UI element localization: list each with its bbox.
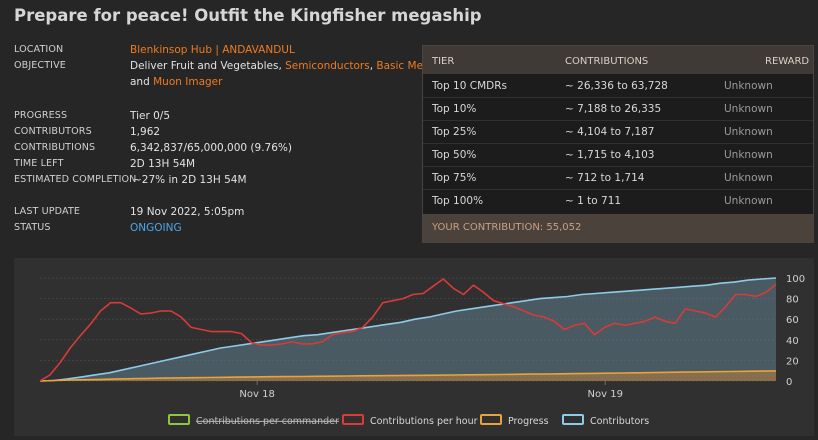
- tier-reward: Unknown: [724, 195, 773, 207]
- contributors-series-area: [40, 278, 776, 381]
- your-contribution-bar: YOUR CONTRIBUTION: 55,052: [423, 214, 813, 242]
- progress-label: PROGRESS: [14, 110, 68, 121]
- table-row: Top 100% ~ 1 to 711 Unknown: [423, 189, 813, 212]
- progress-series-line: [39, 370, 777, 382]
- tier-reward: Unknown: [724, 149, 773, 161]
- x-tick-label: Nov 18: [239, 389, 274, 400]
- objective-separator-2: ,: [369, 60, 374, 72]
- objective-and: and: [130, 76, 150, 88]
- last-update-value: 19 Nov 2022, 5:05pm: [130, 206, 245, 218]
- tier-name: Top 10 CMDRs: [432, 80, 507, 92]
- y-tick-label: 80: [786, 295, 799, 306]
- header-tier: TIER: [432, 56, 455, 67]
- location-link[interactable]: Blenkinsop Hub | ANDAVANDUL: [130, 44, 295, 56]
- last-update-label: LAST UPDATE: [14, 206, 80, 217]
- table-row: Top 50% ~ 1,715 to 4,103 Unknown: [423, 143, 813, 167]
- estimated-value: ~27% in 2D 13H 54M: [133, 174, 247, 186]
- tier-name: Top 10%: [432, 103, 477, 115]
- tier-reward: Unknown: [724, 172, 773, 184]
- objective-line-1: Deliver Fruit and Vegetables, Semiconduc…: [130, 60, 460, 72]
- contributors-series-line: [39, 277, 777, 382]
- tier-name: Top 50%: [432, 149, 477, 161]
- objective-separator-1: ,: [278, 60, 282, 72]
- table-row: Top 75% ~ 712 to 1,714 Unknown: [423, 166, 813, 190]
- table-row: Top 10 CMDRs ~ 26,336 to 63,728 Unknown: [423, 74, 813, 98]
- objective-item-fruit: Fruit and Vegetables: [170, 60, 279, 72]
- tier-contributions: ~ 7,188 to 26,335: [565, 103, 662, 115]
- legend-swatch[interactable]: [562, 414, 584, 425]
- y-tick-label: 0: [786, 377, 792, 388]
- tier-reward: Unknown: [724, 80, 773, 92]
- tier-table: TIER CONTRIBUTIONS REWARD Top 10 CMDRs ~…: [422, 45, 814, 243]
- legend-item[interactable]: Contributors: [590, 416, 649, 427]
- legend-swatch[interactable]: [168, 414, 190, 425]
- contributions-per-hour-series-line: [39, 278, 777, 382]
- legend-item[interactable]: Contributions per commander: [196, 416, 339, 427]
- header-reward: REWARD: [765, 56, 810, 67]
- time-left-value: 2D 13H 54M: [130, 158, 196, 170]
- tier-reward: Unknown: [724, 126, 773, 138]
- tier-contributions: ~ 4,104 to 7,187: [565, 126, 655, 138]
- objective-line-2: and Muon Imager: [130, 76, 222, 88]
- page-title: Prepare for peace! Outfit the Kingfisher…: [14, 6, 482, 25]
- tier-name: Top 25%: [432, 126, 477, 138]
- estimated-label: ESTIMATED COMPLETION: [14, 174, 137, 185]
- location-label: LOCATION: [14, 44, 64, 55]
- table-row: Top 10% ~ 7,188 to 26,335 Unknown: [423, 97, 813, 121]
- contributions-value: 6,342,837/65,000,000 (9.76%): [130, 142, 292, 154]
- header-contributions: CONTRIBUTIONS: [565, 56, 649, 67]
- tier-table-header: TIER CONTRIBUTIONS REWARD: [423, 46, 813, 74]
- status-label: STATUS: [14, 222, 51, 233]
- objective-item-semiconductors[interactable]: Semiconductors: [285, 60, 370, 72]
- status-value: ONGOING: [130, 222, 182, 234]
- legend-item[interactable]: Progress: [508, 416, 549, 427]
- chart-panel: 0 20 40 60 80 100 Nov 18 Nov 19 Contributions pe…: [14, 258, 814, 436]
- objective-prefix: Deliver: [130, 60, 168, 72]
- legend-item[interactable]: Contributions per hour: [370, 416, 478, 427]
- time-left-label: TIME LEFT: [14, 158, 64, 169]
- contributors-label: CONTRIBUTORS: [14, 126, 92, 137]
- your-contribution: YOUR CONTRIBUTION: 55,052: [432, 222, 582, 233]
- tier-reward: Unknown: [724, 103, 773, 115]
- tier-name: Top 100%: [432, 195, 484, 207]
- progress-value: Tier 0/5: [130, 110, 171, 122]
- chart: 0 20 40 60 80 100 Nov 18 Nov 19 Contributions pe…: [39, 274, 805, 427]
- contributions-label: CONTRIBUTIONS: [14, 142, 96, 153]
- tier-contributions: ~ 712 to 1,714: [565, 172, 645, 184]
- legend-swatch[interactable]: [480, 414, 502, 425]
- tier-name: Top 75%: [432, 172, 477, 184]
- objective-label: OBJECTIVE: [14, 60, 66, 71]
- contributors-value: 1,962: [130, 126, 161, 138]
- objective-item-muon-imager[interactable]: Muon Imager: [153, 76, 223, 88]
- y-tick-label: 40: [786, 336, 799, 347]
- y-tick-label: 100: [786, 274, 805, 285]
- tier-contributions: ~ 26,336 to 63,728: [565, 80, 668, 92]
- y-tick-label: 20: [786, 356, 799, 367]
- tier-contributions: ~ 1,715 to 4,103: [565, 149, 655, 161]
- tier-contributions: ~ 1 to 711: [565, 195, 622, 207]
- legend-swatch[interactable]: [342, 414, 364, 425]
- table-row: Top 25% ~ 4,104 to 7,187 Unknown: [423, 120, 813, 144]
- y-tick-label: 60: [786, 315, 799, 326]
- x-tick-label: Nov 19: [588, 389, 623, 400]
